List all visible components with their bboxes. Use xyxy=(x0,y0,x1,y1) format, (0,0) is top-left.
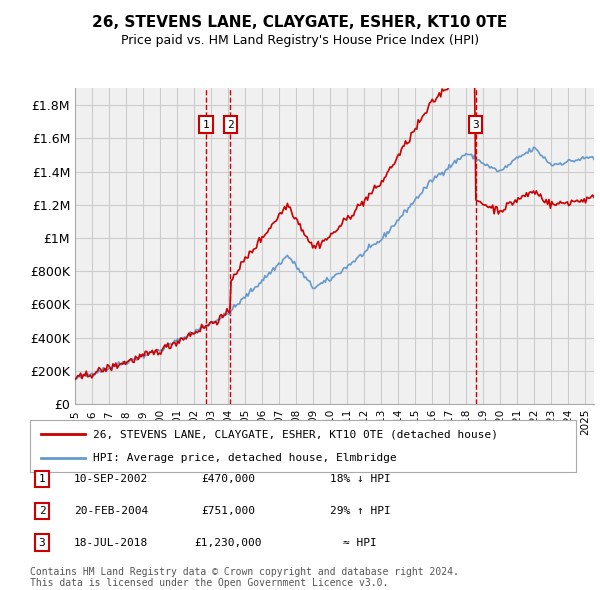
Text: 2: 2 xyxy=(227,120,234,130)
Text: 29% ↑ HPI: 29% ↑ HPI xyxy=(329,506,391,516)
Text: Price paid vs. HM Land Registry's House Price Index (HPI): Price paid vs. HM Land Registry's House … xyxy=(121,34,479,47)
Text: 3: 3 xyxy=(472,120,479,130)
Text: 1: 1 xyxy=(38,474,46,484)
Text: 2: 2 xyxy=(38,506,46,516)
Text: £470,000: £470,000 xyxy=(201,474,255,484)
Text: 18% ↓ HPI: 18% ↓ HPI xyxy=(329,474,391,484)
Text: 20-FEB-2004: 20-FEB-2004 xyxy=(74,506,148,516)
Text: 3: 3 xyxy=(38,538,46,548)
Text: ≈ HPI: ≈ HPI xyxy=(343,538,377,548)
Text: 1: 1 xyxy=(202,120,209,130)
Text: 10-SEP-2002: 10-SEP-2002 xyxy=(74,474,148,484)
Text: £751,000: £751,000 xyxy=(201,506,255,516)
Text: 26, STEVENS LANE, CLAYGATE, ESHER, KT10 0TE (detached house): 26, STEVENS LANE, CLAYGATE, ESHER, KT10 … xyxy=(93,429,498,439)
Text: £1,230,000: £1,230,000 xyxy=(194,538,262,548)
Text: 18-JUL-2018: 18-JUL-2018 xyxy=(74,538,148,548)
Text: Contains HM Land Registry data © Crown copyright and database right 2024.: Contains HM Land Registry data © Crown c… xyxy=(30,567,459,577)
Text: 26, STEVENS LANE, CLAYGATE, ESHER, KT10 0TE: 26, STEVENS LANE, CLAYGATE, ESHER, KT10 … xyxy=(92,15,508,30)
Text: This data is licensed under the Open Government Licence v3.0.: This data is licensed under the Open Gov… xyxy=(30,578,388,588)
Text: HPI: Average price, detached house, Elmbridge: HPI: Average price, detached house, Elmb… xyxy=(93,453,397,463)
